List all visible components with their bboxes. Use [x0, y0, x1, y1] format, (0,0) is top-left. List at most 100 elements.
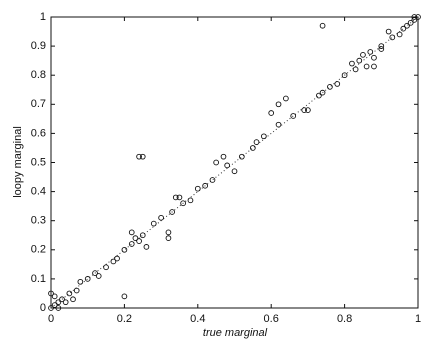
point: [224, 162, 231, 169]
point: [349, 60, 355, 67]
point: [356, 57, 363, 64]
point: [180, 200, 186, 207]
point: [290, 113, 297, 119]
point: [136, 238, 142, 244]
point: [231, 168, 238, 175]
point: [66, 290, 73, 297]
x-tick-label: 0: [48, 313, 54, 325]
point: [316, 92, 322, 99]
point: [275, 121, 282, 128]
point: [121, 246, 128, 253]
point: [378, 43, 385, 49]
point: [319, 22, 326, 29]
y-axis-label: loopy marginal: [12, 126, 24, 198]
point: [238, 153, 245, 160]
point: [275, 101, 282, 108]
point: [77, 278, 84, 285]
point: [176, 194, 183, 201]
point: [305, 107, 311, 113]
point: [139, 153, 146, 160]
y-tick-label: 0.6: [31, 127, 46, 139]
point: [62, 299, 69, 306]
point: [253, 139, 260, 145]
point: [172, 194, 179, 201]
point: [327, 83, 333, 90]
point: [341, 72, 348, 79]
point: [55, 305, 62, 311]
point: [363, 63, 370, 70]
x-tick-label: 0.8: [337, 313, 352, 325]
point: [165, 229, 172, 236]
x-tick-label: 0.2: [117, 313, 132, 325]
point: [220, 153, 227, 160]
point: [319, 89, 326, 96]
point: [95, 273, 102, 279]
point: [194, 185, 201, 192]
point: [367, 49, 374, 55]
point: [158, 214, 164, 221]
point: [59, 296, 65, 303]
x-tick-label: 0.6: [264, 313, 279, 325]
y-tick-label: 0: [40, 302, 46, 314]
x-tick-label: 0.4: [190, 313, 205, 325]
y-tick-label: 0.7: [31, 98, 46, 110]
point: [404, 22, 410, 29]
point: [143, 244, 150, 250]
point: [407, 19, 414, 26]
point: [396, 31, 403, 38]
point: [136, 153, 142, 160]
point: [400, 25, 407, 32]
point: [209, 177, 216, 183]
x-tick-label: 1: [415, 313, 421, 325]
point: [352, 66, 359, 73]
point: [132, 235, 139, 242]
point: [165, 235, 172, 242]
point: [110, 258, 117, 265]
point: [169, 209, 175, 215]
point: [411, 17, 418, 23]
point: [415, 14, 421, 20]
point: [411, 14, 418, 20]
point: [250, 145, 256, 151]
point: [48, 305, 54, 311]
y-tick-label: 0.2: [31, 244, 46, 256]
point: [103, 264, 109, 271]
point: [389, 34, 396, 41]
y-tick-label: 0.5: [31, 156, 46, 168]
y-tick-label: 0.8: [31, 69, 46, 81]
point: [385, 28, 392, 35]
point: [301, 107, 308, 113]
point: [334, 81, 341, 87]
point: [261, 133, 267, 140]
point: [139, 232, 146, 239]
point: [48, 290, 54, 297]
y-tick-label: 0.4: [31, 186, 46, 198]
point: [51, 293, 58, 300]
point: [150, 220, 157, 227]
point: [283, 95, 289, 102]
point: [360, 51, 366, 58]
diagonal-line: [50, 16, 419, 309]
point: [51, 302, 58, 308]
point: [202, 182, 208, 189]
y-tick-label: 0.3: [31, 215, 46, 227]
y-tick-label: 0.9: [31, 40, 46, 52]
point: [55, 299, 62, 306]
point: [378, 46, 385, 52]
point: [213, 159, 220, 166]
y-tick-label: 1: [40, 11, 46, 23]
x-axis-label: true marginal: [203, 327, 268, 339]
y-tick-label: 0.1: [31, 273, 46, 285]
point: [114, 255, 120, 262]
point: [128, 241, 135, 247]
point: [371, 54, 377, 61]
point: [128, 229, 135, 236]
point: [121, 293, 128, 300]
point: [92, 270, 98, 276]
point: [187, 197, 194, 204]
point: [268, 110, 275, 116]
point: [84, 276, 91, 282]
point: [73, 287, 80, 294]
point: [371, 63, 377, 70]
